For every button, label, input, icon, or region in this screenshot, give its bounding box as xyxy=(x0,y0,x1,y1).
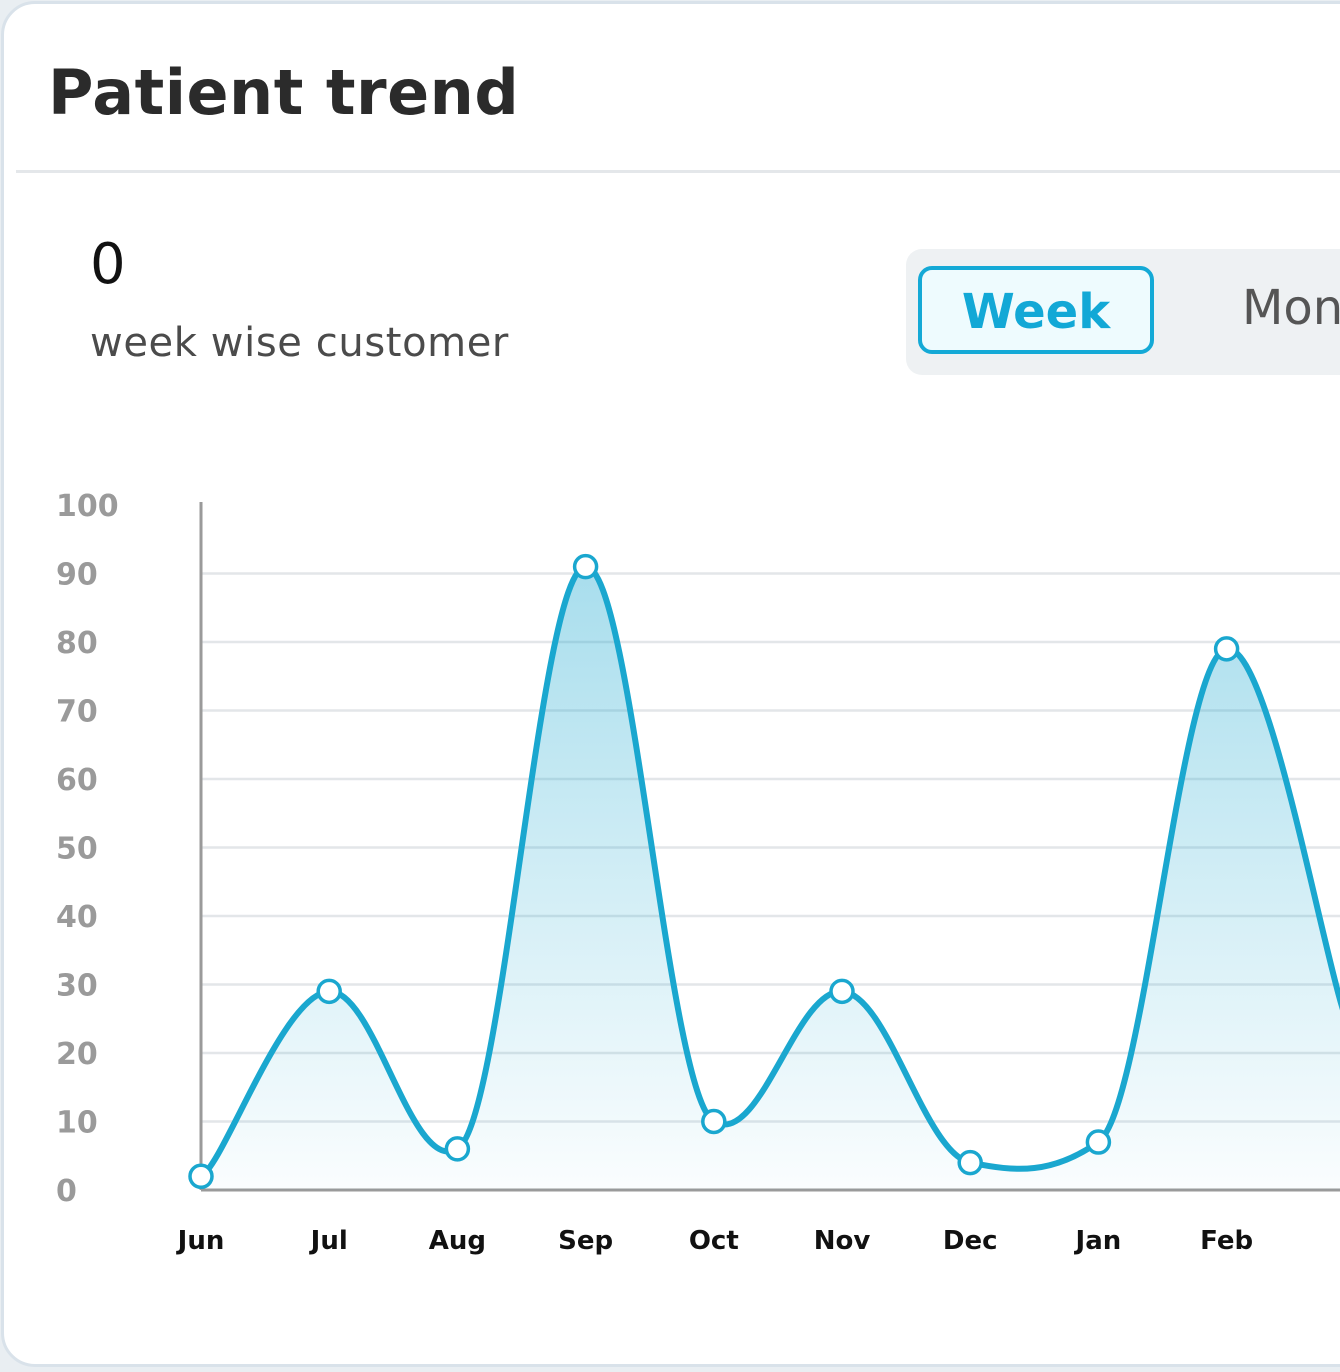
period-toggle: Week Mon xyxy=(906,249,1340,375)
series xyxy=(198,563,1340,1190)
data-point[interactable] xyxy=(572,553,599,580)
data-point[interactable] xyxy=(957,1149,983,1176)
data-point[interactable] xyxy=(1213,636,1240,662)
metric-label: week wise customer xyxy=(90,320,509,366)
x-axis-ticks: JunJulAugSepOctNovDecJanFebM xyxy=(176,1226,1253,1256)
x-tick-label: Jan xyxy=(1074,1226,1122,1256)
y-tick-label: 20 xyxy=(56,1037,98,1072)
y-tick-label: 30 xyxy=(56,969,98,1004)
y-tick-label: 40 xyxy=(56,900,98,935)
x-tick-label: Sep xyxy=(558,1226,613,1256)
week-toggle-button[interactable]: Week xyxy=(918,266,1154,354)
data-point[interactable] xyxy=(316,978,342,1005)
x-tick-label: Oct xyxy=(689,1226,739,1256)
data-point[interactable] xyxy=(188,1163,214,1190)
y-tick-label: 60 xyxy=(56,763,98,798)
x-tick-label: Dec xyxy=(943,1226,998,1256)
data-points xyxy=(188,553,1240,1190)
series-line xyxy=(198,563,1340,1180)
x-tick-label: Jun xyxy=(176,1226,225,1256)
data-point[interactable] xyxy=(829,978,855,1005)
series-area xyxy=(201,566,1340,1190)
metric-value: 0 xyxy=(90,232,126,297)
y-tick-label: 50 xyxy=(56,832,98,867)
data-point[interactable] xyxy=(1085,1129,1112,1155)
x-tick-label: Nov xyxy=(814,1226,871,1256)
y-tick-label: 10 xyxy=(56,1106,98,1141)
x-tick-label: Aug xyxy=(429,1226,486,1256)
y-tick-label: 80 xyxy=(56,626,98,661)
x-tick-label: Feb xyxy=(1200,1226,1253,1256)
data-point[interactable] xyxy=(444,1136,471,1162)
x-tick-label: Jul xyxy=(309,1226,348,1256)
y-axis-ticks: 0 10 20 30 40 50 60 70 80 90 100 xyxy=(56,489,119,1209)
card-title: Patient trend xyxy=(48,56,520,129)
month-toggle-button[interactable]: Mon xyxy=(1242,280,1340,336)
y-tick-label: 70 xyxy=(56,695,98,730)
header-divider xyxy=(16,170,1340,173)
data-point[interactable] xyxy=(701,1108,727,1135)
y-tick-label: 90 xyxy=(56,558,98,593)
y-tick-label: 0 xyxy=(56,1174,77,1209)
y-tick-label: 100 xyxy=(56,489,119,524)
